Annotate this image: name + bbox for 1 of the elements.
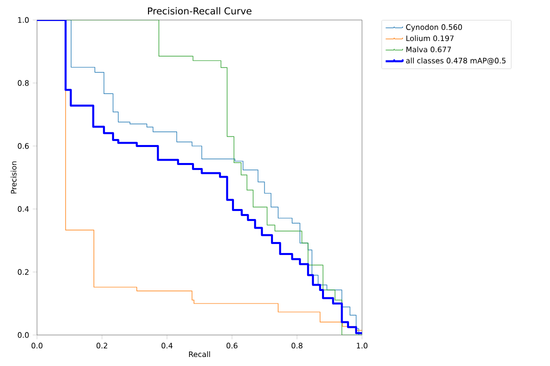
chart-title: Precision-Recall Curve: [148, 7, 252, 15]
